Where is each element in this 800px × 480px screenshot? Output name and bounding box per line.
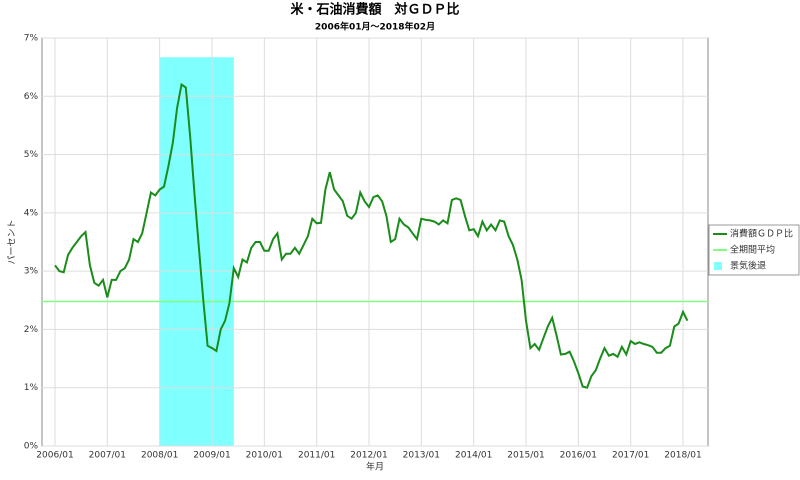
y-tick-label: 3%: [24, 267, 39, 277]
x-tick-label: 2009/01: [193, 451, 230, 461]
x-tick-label: 2012/01: [350, 451, 387, 461]
y-tick-label: 0%: [24, 442, 39, 452]
x-tick-label: 2017/01: [612, 451, 649, 461]
x-tick-label: 2013/01: [403, 451, 440, 461]
data-line: [54, 82, 689, 389]
x-tick-label: 2006/01: [36, 451, 73, 461]
x-tick-label: 2010/01: [246, 451, 283, 461]
plot-area: [41, 37, 709, 447]
legend-swatch: [714, 262, 722, 270]
x-tick-label: 2011/01: [298, 451, 335, 461]
y-tick-label: 6%: [24, 92, 39, 102]
x-axis-label: 年月: [366, 461, 384, 473]
chart-subtitle: 2006年01月～2018年02月: [315, 21, 435, 33]
y-tick-label: 7%: [24, 34, 39, 44]
recession-band: [159, 57, 234, 447]
y-tick-label: 4%: [24, 208, 39, 218]
chart-title: 米・石油消費額 対ＧＤＰ比: [290, 2, 459, 18]
x-tick-label: 2016/01: [560, 451, 597, 461]
x-tick-label: 2007/01: [89, 451, 126, 461]
x-tick-label: 2018/01: [664, 451, 701, 461]
legend-label: 全期間平均: [730, 244, 775, 256]
x-tick-label: 2015/01: [507, 451, 544, 461]
legend-label: 景気後退: [730, 260, 766, 272]
y-tick-label: 5%: [24, 150, 39, 160]
x-tick-label: 2008/01: [141, 451, 178, 461]
legend-label: 消費額ＧＤＰ比: [730, 228, 793, 240]
x-tick-label: 2014/01: [455, 451, 492, 461]
y-axis-label: パーセント: [7, 219, 18, 264]
y-tick-label: 2%: [24, 325, 39, 335]
y-tick-label: 1%: [24, 383, 39, 393]
